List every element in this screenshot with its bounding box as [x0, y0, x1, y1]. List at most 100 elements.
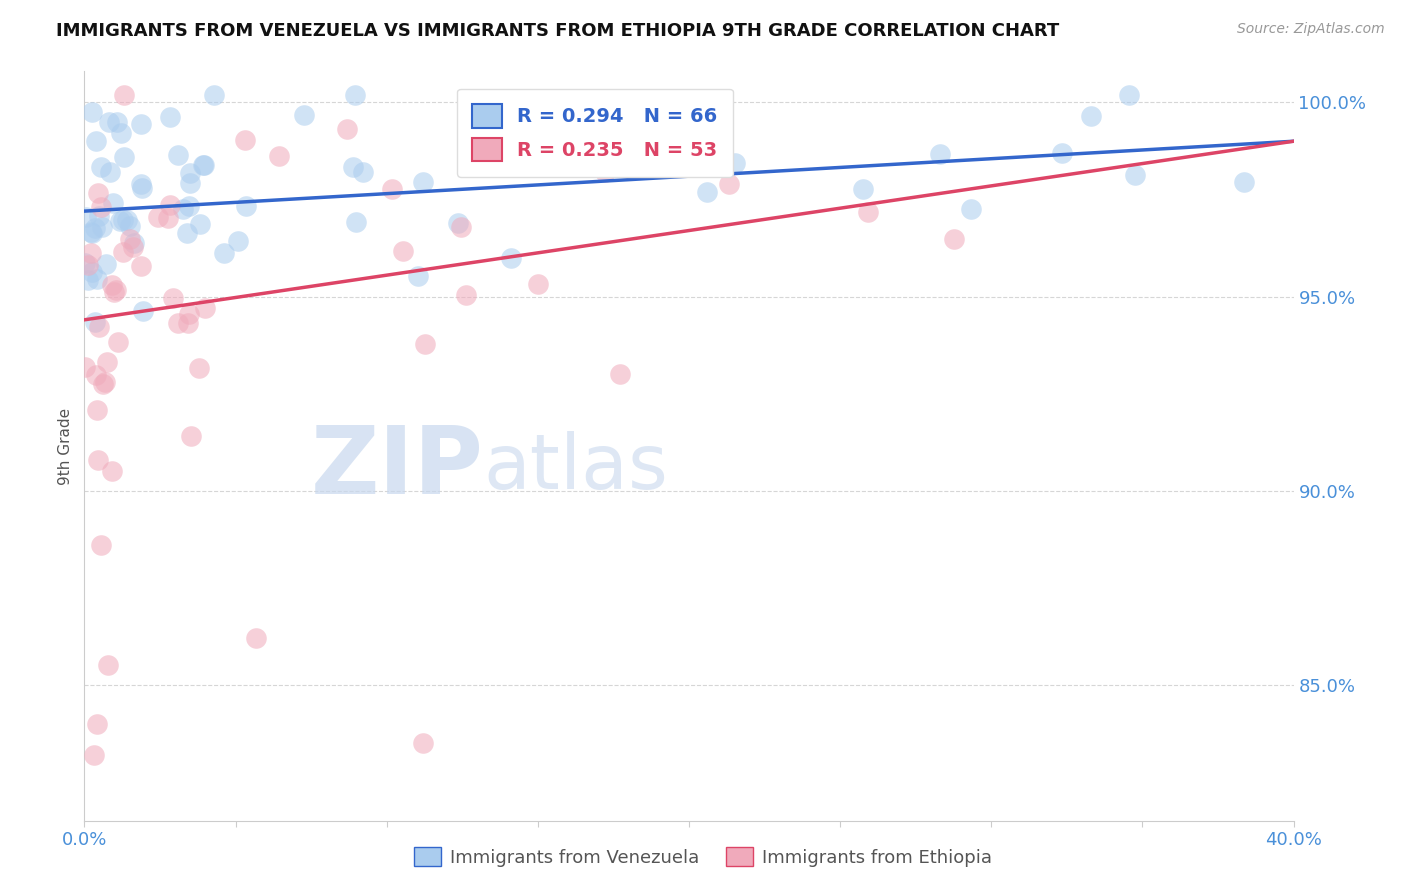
Point: [98, 115, 121, 129]
Point: [80, 226, 103, 240]
Point: [122, 240, 145, 254]
Point: [467, 148, 489, 162]
Point: [162, 291, 184, 305]
Point: [159, 198, 181, 212]
Point: [105, 115, 128, 129]
Point: [98, 164, 121, 178]
Y-axis label: 9th Grade: 9th Grade: [58, 408, 73, 484]
Point: [146, 210, 169, 224]
Point: [82, 104, 104, 119]
Legend: Immigrants from Venezuela, Immigrants from Ethiopia: Immigrants from Venezuela, Immigrants fr…: [406, 840, 1000, 874]
Point: [1050, 146, 1073, 161]
Point: [84, 368, 107, 382]
Point: [108, 214, 131, 228]
Point: [77, 273, 100, 287]
Point: [167, 148, 190, 162]
Point: [101, 278, 124, 293]
Point: [90, 538, 112, 552]
Point: [159, 110, 181, 124]
Point: [194, 301, 217, 316]
Point: [89, 209, 111, 223]
Point: [83, 221, 105, 235]
Point: [412, 736, 434, 750]
Point: [172, 202, 194, 216]
Point: [86, 272, 108, 286]
Point: [180, 429, 202, 443]
Point: [131, 304, 153, 318]
Point: [86, 453, 108, 467]
Point: [188, 360, 211, 375]
Point: [245, 631, 267, 645]
Point: [131, 181, 153, 195]
Point: [617, 112, 640, 126]
Point: [193, 158, 215, 172]
Point: [167, 316, 190, 330]
Legend: R = 0.294   N = 66, R = 0.235   N = 53: R = 0.294 N = 66, R = 0.235 N = 53: [457, 88, 733, 177]
Point: [176, 226, 198, 240]
Point: [454, 288, 477, 302]
Point: [80, 265, 103, 279]
Point: [392, 244, 415, 259]
Point: [344, 215, 367, 229]
Point: [80, 246, 103, 260]
Point: [110, 127, 132, 141]
Point: [499, 252, 522, 266]
Point: [122, 235, 145, 250]
Point: [1080, 109, 1102, 123]
Point: [1123, 169, 1146, 183]
Point: [655, 153, 678, 167]
Point: [179, 166, 201, 180]
Point: [90, 161, 112, 175]
Point: [593, 165, 616, 179]
Point: [292, 108, 315, 122]
Point: [84, 134, 107, 148]
Point: [91, 376, 114, 391]
Point: [336, 122, 359, 136]
Point: [94, 257, 117, 271]
Point: [84, 314, 107, 328]
Point: [344, 88, 367, 103]
Point: [73, 360, 96, 375]
Point: [226, 235, 249, 249]
Point: [413, 337, 436, 351]
Point: [91, 219, 114, 234]
Point: [191, 158, 214, 172]
Point: [609, 367, 631, 381]
Point: [179, 307, 201, 321]
Point: [80, 225, 103, 239]
Text: Source: ZipAtlas.com: Source: ZipAtlas.com: [1237, 22, 1385, 37]
Point: [89, 319, 111, 334]
Point: [214, 246, 236, 260]
Point: [381, 181, 404, 195]
Point: [90, 200, 112, 214]
Text: atlas: atlas: [484, 432, 668, 506]
Point: [104, 283, 127, 297]
Point: [352, 165, 374, 179]
Point: [724, 156, 747, 170]
Point: [527, 277, 550, 292]
Point: [942, 232, 965, 246]
Point: [112, 150, 135, 164]
Point: [103, 285, 125, 300]
Point: [202, 87, 225, 102]
Point: [94, 375, 117, 389]
Point: [406, 268, 429, 283]
Point: [115, 213, 138, 227]
Point: [118, 232, 141, 246]
Point: [86, 716, 108, 731]
Point: [179, 176, 201, 190]
Point: [177, 199, 200, 213]
Point: [617, 120, 640, 135]
Point: [86, 403, 108, 417]
Point: [112, 245, 135, 260]
Point: [129, 117, 152, 131]
Point: [96, 355, 118, 369]
Point: [87, 186, 110, 200]
Point: [851, 182, 873, 196]
Point: [446, 216, 468, 230]
Text: IMMIGRANTS FROM VENEZUELA VS IMMIGRANTS FROM ETHIOPIA 9TH GRADE CORRELATION CHAR: IMMIGRANTS FROM VENEZUELA VS IMMIGRANTS …: [56, 22, 1060, 40]
Point: [176, 316, 198, 330]
Point: [97, 658, 120, 673]
Point: [267, 149, 290, 163]
Point: [75, 210, 97, 224]
